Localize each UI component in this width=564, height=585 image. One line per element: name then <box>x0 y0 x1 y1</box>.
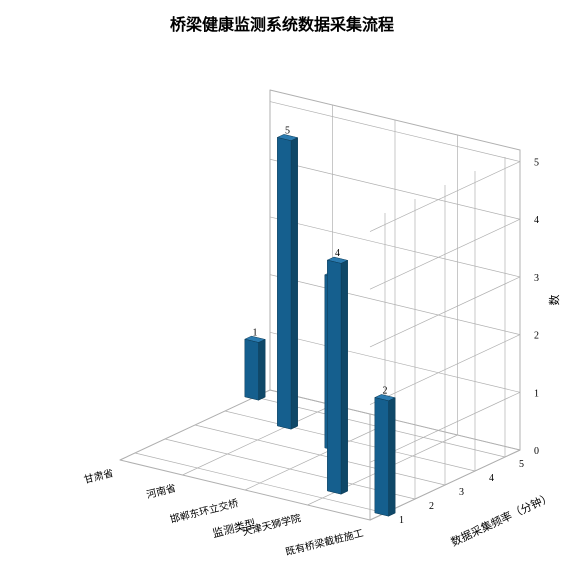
z-tick-label: 4 <box>534 215 539 226</box>
y-tick-label: 2 <box>429 501 434 512</box>
chart-title: 桥梁健康监测系统数据采集流程 <box>170 15 394 34</box>
bar-value-label: 1 <box>253 327 258 338</box>
y-tick-label: 1 <box>399 515 404 526</box>
z-tick-label: 3 <box>534 273 539 284</box>
z-tick-label: 2 <box>534 331 539 342</box>
z-tick-label: 1 <box>534 388 539 399</box>
bar: 1 <box>245 327 265 400</box>
x-tick-label: 甘肃省 <box>82 466 114 486</box>
bar-value-label: 4 <box>335 248 340 259</box>
bar-value-label: 2 <box>383 386 388 397</box>
x-tick-label: 既有桥梁截桩施工 <box>284 526 365 558</box>
z-tick-label: 0 <box>534 446 539 457</box>
z-axis-label: 数 <box>548 295 561 306</box>
y-axis-label: 数据采集频率（分钟） <box>449 490 555 549</box>
bar: 5 <box>277 126 297 430</box>
x-tick-label: 邯郸东环立交桥 <box>169 496 240 526</box>
y-tick-label: 5 <box>519 459 524 470</box>
bar: 2 <box>375 386 395 517</box>
z-tick-label: 5 <box>534 158 539 169</box>
bar: 4 <box>327 248 347 494</box>
x-tick-label: 河南省 <box>145 481 177 501</box>
y-tick-label: 4 <box>489 473 494 484</box>
bar-value-label: 5 <box>285 126 290 137</box>
y-tick-label: 3 <box>459 487 464 498</box>
